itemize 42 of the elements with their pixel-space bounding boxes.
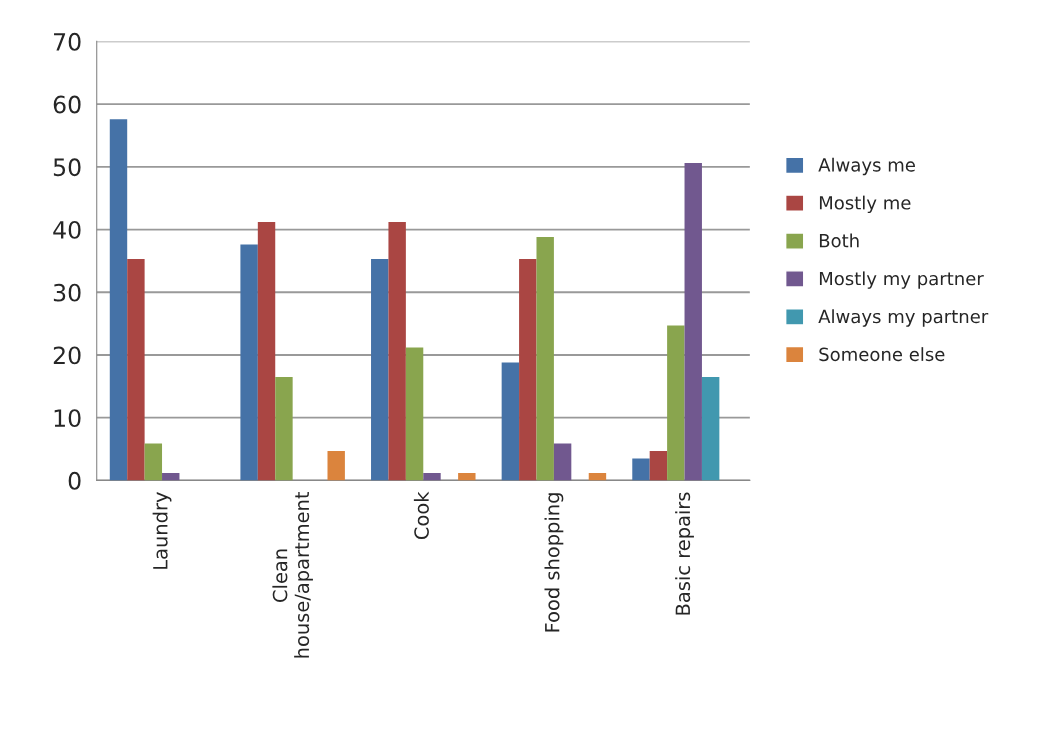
bar <box>667 325 685 481</box>
y-tick-label: 40 <box>53 221 81 239</box>
bar <box>144 443 163 481</box>
bar <box>649 450 668 481</box>
bar <box>388 222 406 481</box>
legend-label: Always my partner <box>818 309 989 327</box>
bar <box>423 472 441 481</box>
y-tick-label: 20 <box>53 346 81 365</box>
y-tick-label: 10 <box>54 409 81 428</box>
bar <box>371 259 389 481</box>
bar <box>684 163 702 481</box>
bar <box>519 259 537 481</box>
x-tick-label: Clean house/apartment <box>272 491 313 658</box>
bar <box>405 347 424 481</box>
legend-label: Always me <box>818 157 915 176</box>
legend-label: Mostly me <box>819 195 911 214</box>
bar <box>458 472 476 481</box>
x-tick-label: Laundry <box>152 492 172 569</box>
x-tick-label: Cook <box>413 491 429 540</box>
y-tick-label: 30 <box>53 283 81 302</box>
bar <box>327 450 345 481</box>
y-tick-label: 70 <box>54 32 81 51</box>
bar <box>553 443 572 481</box>
bar <box>588 472 607 481</box>
bar <box>275 376 293 481</box>
bar <box>536 237 554 481</box>
bar <box>127 259 145 481</box>
bar <box>240 244 258 481</box>
bar <box>109 119 128 481</box>
legend-label: Someone else <box>819 347 945 362</box>
legend-label: Mostly my partner <box>819 271 984 289</box>
bar <box>257 222 276 481</box>
legend-label: Both <box>819 233 859 248</box>
x-tick-label: Basic repairs <box>675 492 694 615</box>
y-tick-label: 60 <box>53 95 81 114</box>
bar <box>701 376 720 481</box>
bar <box>501 362 520 481</box>
bar <box>162 472 180 481</box>
y-tick-label: 50 <box>53 158 81 177</box>
bar <box>632 458 650 481</box>
y-tick-label: 0 <box>68 471 81 490</box>
x-tick-label: Food shopping <box>544 493 564 632</box>
